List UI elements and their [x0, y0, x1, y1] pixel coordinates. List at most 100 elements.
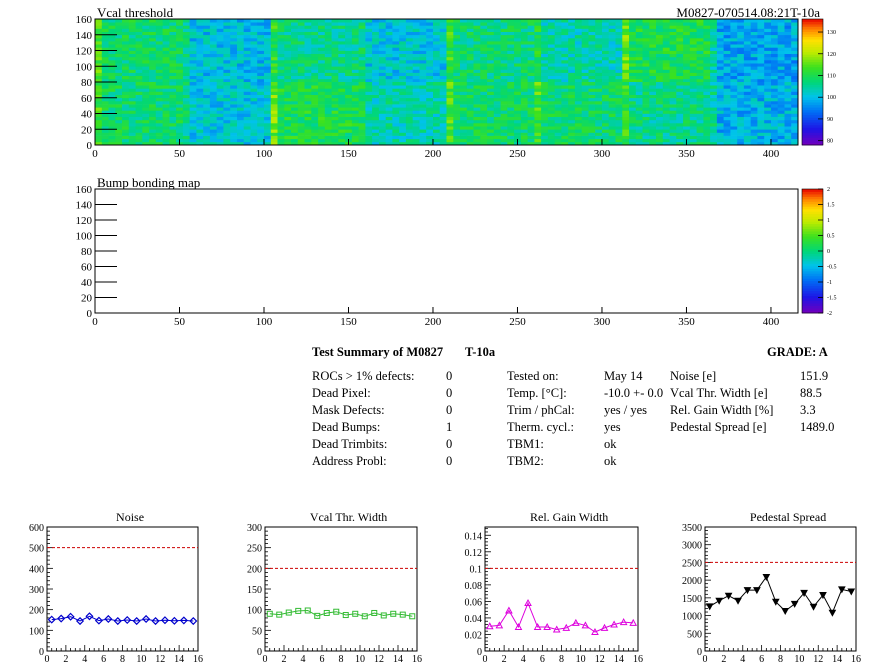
heatmap-cell — [95, 22, 103, 26]
heatmap-cell — [95, 72, 103, 76]
heatmap-cell — [324, 129, 332, 133]
heatmap-cell — [784, 44, 792, 48]
y-tick-label: 400 — [29, 564, 44, 575]
heatmap-cell — [676, 135, 684, 140]
heatmap-cell — [480, 66, 488, 70]
heatmap-cell — [622, 91, 630, 95]
heatmap-cell — [514, 113, 522, 117]
heatmap-cell — [378, 113, 387, 117]
heatmap-cell — [399, 60, 407, 64]
heatmap-cell — [209, 91, 218, 95]
heatmap-cell — [182, 56, 191, 61]
data-point — [314, 612, 321, 619]
heatmap-cell — [270, 104, 278, 108]
heatmap-cell — [534, 78, 542, 83]
heatmap-cell — [581, 34, 589, 39]
heatmap-cell — [385, 44, 393, 48]
heatmap-cell — [115, 63, 123, 67]
heatmap-cell — [791, 72, 799, 76]
heatmap-cell — [365, 129, 373, 133]
heatmap-cell — [331, 104, 339, 108]
heatmap-cell — [493, 129, 501, 133]
heatmap-cell — [182, 28, 191, 32]
heatmap-cell — [777, 60, 785, 64]
heatmap-cell — [547, 110, 556, 114]
heatmap-cell — [561, 63, 569, 67]
heatmap-cell — [608, 19, 616, 23]
data-point — [809, 603, 818, 611]
heatmap-cell — [358, 123, 366, 127]
heatmap-cell — [196, 66, 204, 70]
heatmap-cell — [723, 44, 731, 48]
heatmap-cell — [487, 50, 495, 54]
heatmap-cell — [412, 31, 420, 36]
heatmap-cell — [615, 28, 623, 32]
heatmap-cell — [514, 22, 522, 26]
heatmap-cell — [554, 53, 562, 58]
heatmap-cell — [588, 116, 596, 121]
heatmap-cell — [257, 25, 265, 29]
heatmap-cell — [595, 63, 603, 67]
heatmap-cell — [216, 104, 224, 108]
heatmap-cell — [115, 75, 123, 80]
heatmap-cell — [696, 50, 704, 54]
heatmap-cell — [771, 100, 779, 105]
heatmap-cell — [703, 132, 711, 136]
heatmap-cell — [176, 110, 184, 114]
heatmap-cell — [669, 113, 677, 117]
heatmap-cell — [453, 119, 461, 124]
heatmap-cell — [784, 53, 792, 58]
heatmap-cell — [656, 25, 664, 29]
heatmap-cell — [304, 37, 312, 42]
heatmap-cell — [209, 85, 218, 89]
heatmap-cell — [723, 75, 731, 80]
data-point — [189, 616, 198, 626]
heatmap-cell — [203, 138, 211, 143]
heatmap-cell — [426, 135, 434, 140]
heatmap-cell — [581, 129, 589, 133]
heatmap-cell — [433, 47, 441, 51]
heatmap-cell — [311, 47, 319, 51]
heatmap-cell — [696, 91, 704, 95]
heatmap-cell — [635, 113, 643, 117]
heatmap-cell — [189, 31, 197, 36]
heatmap-cell — [473, 141, 481, 146]
heatmap-cell — [169, 100, 177, 105]
heatmap-cell — [629, 75, 637, 80]
heatmap-cell — [541, 69, 549, 73]
heatmap-cell — [135, 110, 143, 114]
heatmap-cell — [791, 31, 799, 36]
heatmap-cell — [480, 56, 488, 61]
heatmap-cell — [189, 97, 197, 102]
heatmap-cell — [115, 88, 123, 92]
heatmap-cell — [128, 78, 136, 83]
heatmap-cell — [534, 72, 542, 76]
heatmap-cell — [777, 63, 785, 67]
heatmap-cell — [581, 88, 589, 92]
heatmap-cell — [723, 88, 731, 92]
heatmap-cell — [669, 60, 677, 64]
heatmap-cell — [635, 44, 643, 48]
y-tick-label: 100 — [247, 606, 262, 617]
heatmap-cell — [345, 85, 353, 89]
data-point — [160, 616, 170, 625]
heatmap-cell — [507, 138, 515, 143]
color-scale-band — [802, 280, 823, 284]
heatmap-cell — [257, 132, 265, 136]
heatmap-cell — [669, 132, 677, 136]
heatmap-cell — [608, 75, 616, 80]
heatmap-cell — [696, 25, 704, 29]
heatmap-cell — [108, 104, 116, 108]
heatmap-cell — [155, 123, 163, 127]
heatmap-cell — [453, 141, 461, 146]
heatmap-cell — [243, 75, 251, 80]
heatmap-cell — [128, 107, 136, 111]
heatmap-cell — [169, 66, 177, 70]
heatmap-cell — [270, 34, 278, 39]
heatmap-cell — [662, 107, 670, 111]
heatmap-cell — [223, 19, 231, 23]
heatmap-cell — [297, 132, 305, 136]
y-tick-label: 0 — [697, 647, 702, 658]
heatmap-cell — [378, 85, 387, 89]
